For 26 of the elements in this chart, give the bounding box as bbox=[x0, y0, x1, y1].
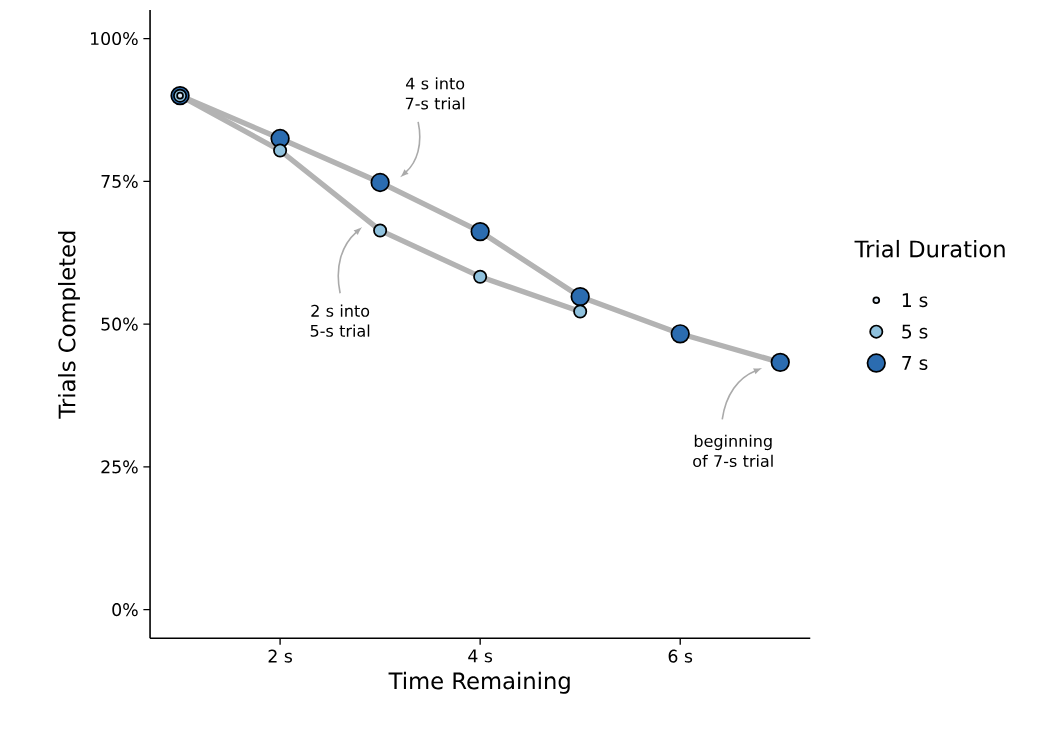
point bbox=[370, 172, 390, 193]
annotation: beginning of 7-s trial bbox=[693, 434, 773, 467]
y-tick-label: 0% bbox=[112, 602, 138, 617]
x-axis-title: Time Remaining bbox=[388, 671, 570, 694]
annotation: 2 s into 5-s trial bbox=[310, 304, 370, 337]
point bbox=[470, 221, 490, 242]
x-tick-label: 6 s bbox=[668, 649, 693, 663]
y-tick-label: 25% bbox=[101, 460, 138, 474]
y-tick-label: 100% bbox=[91, 31, 138, 45]
x-tick-label: 2 s bbox=[268, 649, 293, 663]
point bbox=[573, 304, 588, 319]
point bbox=[373, 223, 388, 238]
legend-label: 5 s bbox=[902, 324, 928, 339]
legend-label: 7 s bbox=[902, 355, 928, 370]
point bbox=[473, 269, 488, 284]
point bbox=[670, 324, 690, 344]
y-axis-title: Trials Completed bbox=[58, 231, 80, 419]
y-tick-label: 50% bbox=[101, 317, 138, 331]
annotation: 4 s into 7-s trial bbox=[405, 77, 465, 110]
point bbox=[273, 143, 288, 158]
legend-label: 1 s bbox=[902, 293, 928, 308]
x-tick-label: 4 s bbox=[468, 649, 493, 663]
point bbox=[570, 286, 590, 307]
y-tick-label: 75% bbox=[101, 174, 138, 188]
point bbox=[770, 352, 790, 372]
legend-title: Trial Duration bbox=[854, 239, 1005, 258]
